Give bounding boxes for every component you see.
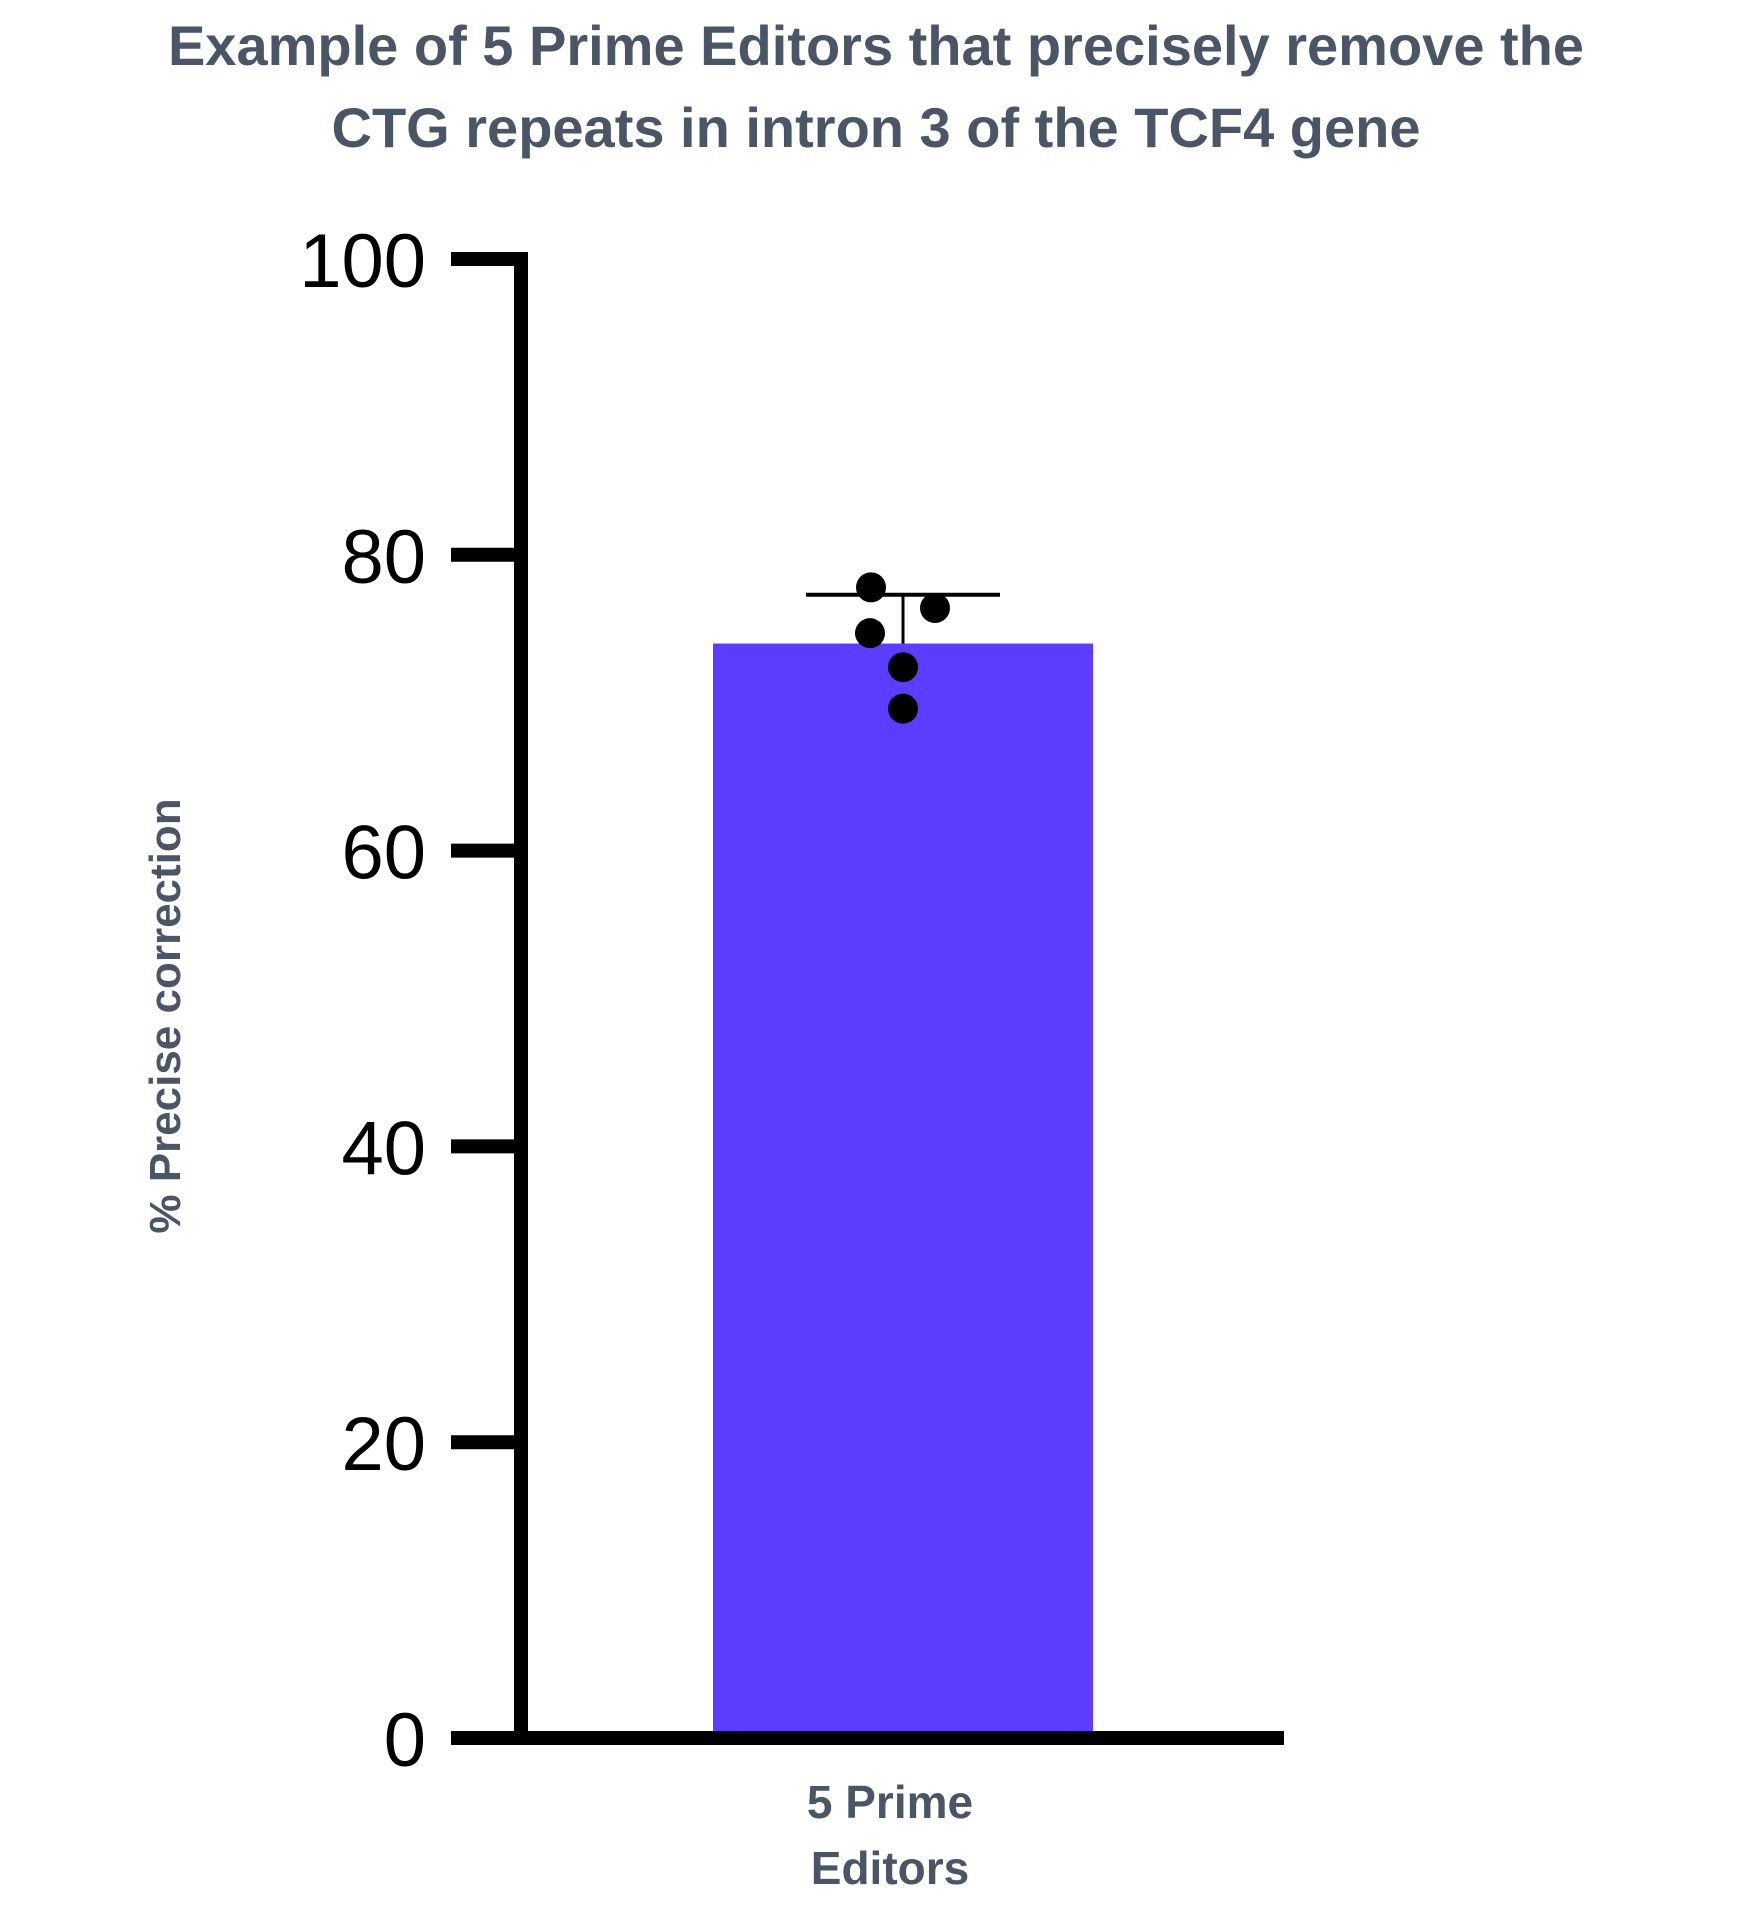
x-category-label-line-1: 5 Prime bbox=[807, 1776, 973, 1828]
y-tick-label-40: 40 bbox=[341, 1106, 426, 1191]
y-tick-label-20: 20 bbox=[341, 1402, 426, 1487]
y-tick-label-100: 100 bbox=[299, 219, 426, 304]
data-point-4 bbox=[888, 693, 918, 724]
data-point-0 bbox=[856, 572, 886, 603]
data-point-2 bbox=[855, 618, 885, 649]
chart-title-line-2: CTG repeats in intron 3 of the TCF4 gene bbox=[332, 96, 1421, 159]
bar-0 bbox=[713, 643, 1093, 1738]
data-point-1 bbox=[920, 593, 950, 624]
y-axis-label: % Precise correction bbox=[141, 798, 190, 1233]
plot-area: 0 20 40 60 80 100 bbox=[299, 219, 1284, 1783]
data-point-3 bbox=[888, 652, 918, 683]
y-tick-label-60: 60 bbox=[341, 811, 426, 896]
chart-title-line-1: Example of 5 Prime Editors that precisel… bbox=[168, 14, 1584, 77]
y-tick-label-80: 80 bbox=[341, 515, 426, 600]
y-tick-label-0: 0 bbox=[384, 1698, 426, 1783]
x-category-label-line-2: Editors bbox=[811, 1842, 969, 1894]
